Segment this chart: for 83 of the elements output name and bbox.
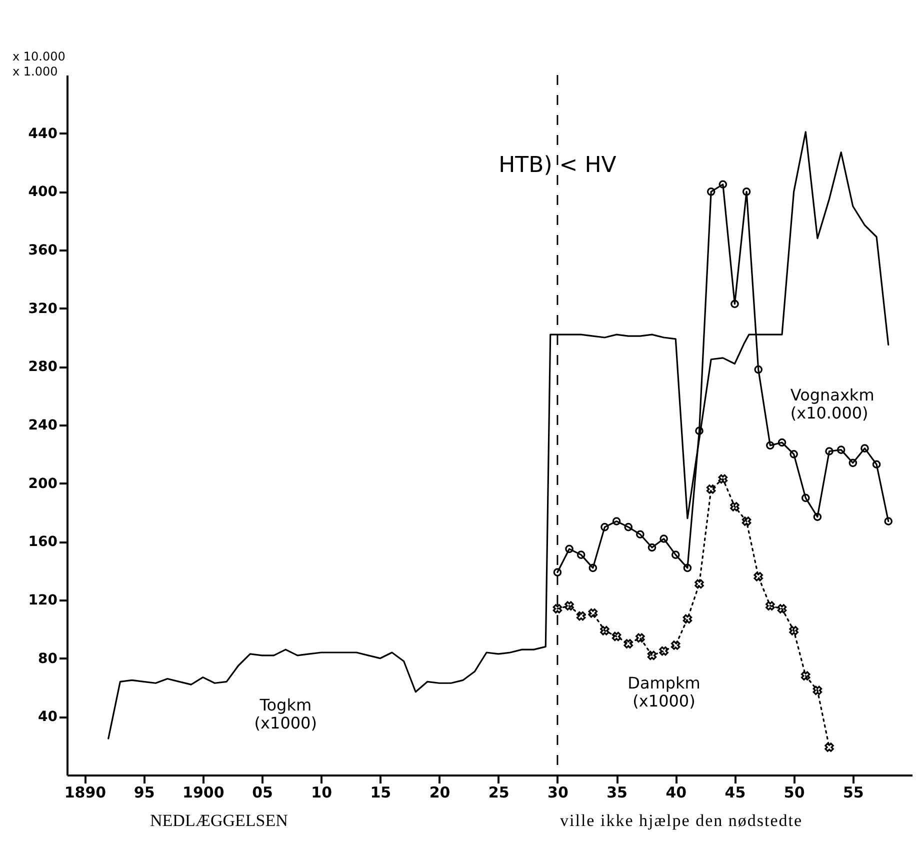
point	[730, 300, 739, 308]
y-axis-title: x 10.000 x 1.000	[12, 50, 66, 78]
series-label: Vognaxkm (x10.000)	[790, 386, 874, 423]
x-tick-label: 10	[311, 784, 332, 802]
point	[695, 426, 704, 435]
point	[636, 530, 644, 539]
point	[706, 484, 716, 494]
point	[659, 646, 668, 656]
point	[694, 579, 704, 589]
point	[813, 512, 822, 522]
x-tick-label: 25	[488, 784, 510, 802]
y-tick-label: 360	[28, 242, 58, 258]
point	[824, 742, 834, 752]
x-tick-label: 1890	[64, 784, 106, 802]
point	[872, 460, 881, 469]
point	[552, 604, 562, 614]
point	[588, 564, 598, 572]
x-tick-label: 40	[666, 784, 687, 802]
point	[612, 517, 621, 526]
text: NEDLÆGGELSEN	[150, 811, 288, 831]
point	[647, 650, 657, 660]
x-tick-label: 05	[252, 784, 273, 802]
y-tick-label: 160	[28, 534, 58, 550]
series-label: Dampkm (x1000)	[628, 673, 700, 710]
point	[730, 502, 740, 512]
point	[576, 550, 586, 559]
y-tick-label: 40	[38, 709, 58, 726]
point	[660, 534, 668, 543]
point	[612, 632, 622, 642]
point	[564, 601, 574, 610]
point	[801, 494, 810, 502]
x-tick-label: 30	[548, 784, 568, 802]
x-tick-label: 20	[429, 784, 450, 802]
point	[790, 450, 798, 458]
y-tick-label: 280	[28, 359, 58, 376]
point	[766, 601, 775, 610]
point	[848, 458, 858, 468]
y-tick-label: 440	[28, 126, 58, 142]
x-tick-label: 1900	[182, 784, 224, 802]
point	[754, 365, 763, 374]
x-tick-label: 95	[134, 784, 155, 802]
point	[624, 522, 633, 532]
y-tick-label: 80	[38, 650, 58, 667]
point	[706, 188, 716, 196]
point	[682, 614, 692, 624]
x-tick-label: 45	[724, 784, 746, 802]
point	[825, 447, 834, 456]
point	[636, 633, 645, 643]
point	[588, 608, 598, 618]
x-tick-label: 15	[370, 784, 392, 802]
point	[766, 441, 774, 450]
point	[778, 438, 786, 447]
y-tick-label: 200	[28, 476, 58, 492]
point	[600, 626, 610, 636]
point	[801, 671, 810, 680]
y-tick-label: 320	[28, 300, 58, 317]
point	[777, 604, 787, 614]
point	[671, 550, 680, 559]
text: ville ikke hjælpe den nødstedte	[560, 811, 803, 831]
point	[754, 572, 763, 582]
point	[683, 564, 692, 572]
series-label: Togkm (x1000)	[254, 696, 317, 733]
y-tick-label: 120	[28, 592, 58, 608]
point	[648, 543, 656, 552]
x-tick-label: 50	[784, 784, 805, 802]
point	[671, 640, 680, 650]
point	[789, 626, 798, 636]
point	[624, 639, 633, 648]
point	[718, 180, 728, 189]
point	[718, 474, 728, 484]
y-tick-label: 400	[28, 184, 58, 200]
point	[860, 444, 869, 452]
point	[836, 446, 846, 454]
point	[742, 516, 752, 526]
point	[565, 544, 574, 554]
point	[812, 686, 822, 696]
y-tick-label: 240	[28, 418, 58, 434]
point	[576, 611, 586, 621]
x-tick-label: 35	[606, 784, 628, 802]
x-tick-label: 55	[842, 784, 864, 802]
point	[742, 188, 751, 196]
ref-line-label: HTB) < HV	[498, 153, 616, 178]
point	[600, 522, 609, 532]
